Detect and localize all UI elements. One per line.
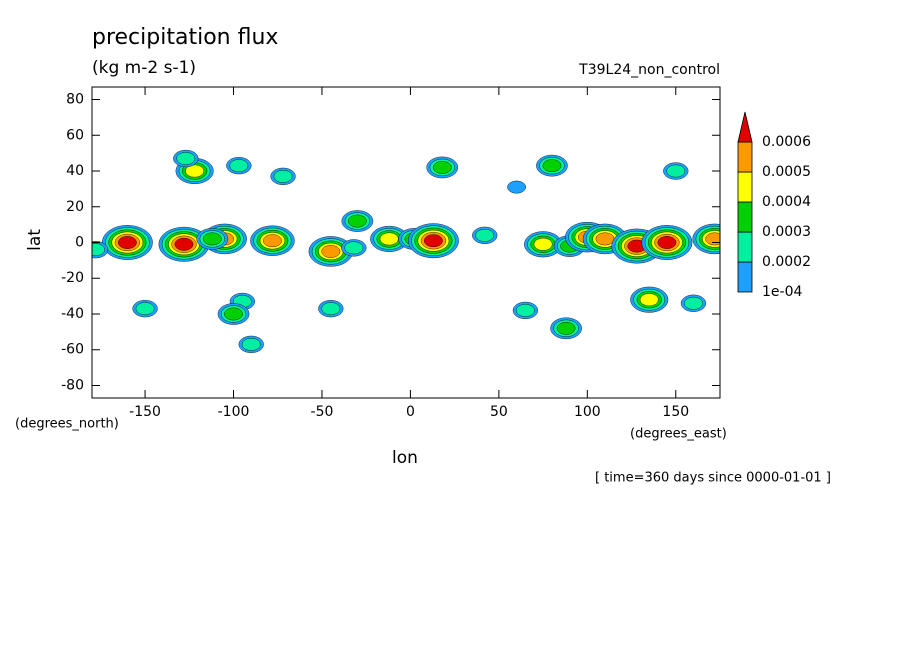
contour-region xyxy=(321,245,341,258)
y-axis-label: lat xyxy=(25,229,45,251)
contour-region xyxy=(507,180,526,194)
contour-region xyxy=(185,164,205,178)
contour-region xyxy=(684,296,703,310)
contour-region xyxy=(516,304,535,317)
x-tick-label: -150 xyxy=(129,404,161,420)
y-tick-label: 0 xyxy=(75,235,84,251)
contour-region xyxy=(202,232,222,246)
colorbar-label: 0.0004 xyxy=(762,194,811,210)
x-tick-label: 150 xyxy=(662,404,689,420)
contour-region xyxy=(432,161,452,174)
colorbar-label: 0.0002 xyxy=(762,254,811,270)
colorbar-label: 0.0005 xyxy=(762,164,811,180)
y-tick-label: -20 xyxy=(61,270,84,286)
contour-region xyxy=(705,232,720,246)
colorbar-segment xyxy=(737,201,753,233)
x-axis-label: lon xyxy=(392,448,418,468)
contour-region xyxy=(344,241,364,255)
contour-region xyxy=(241,337,261,351)
contour-region xyxy=(475,228,495,242)
chart-title: precipitation flux xyxy=(92,25,278,50)
contour-region xyxy=(347,214,367,228)
contour-region xyxy=(229,159,249,173)
contour-region xyxy=(92,243,105,257)
contour-region xyxy=(595,232,615,246)
footnote: [ time=360 days since 0000-01-01 ] xyxy=(595,471,831,486)
x-tick-label: -100 xyxy=(218,404,250,420)
chart-subtitle: (kg m-2 s-1) xyxy=(92,58,196,78)
contour-region xyxy=(321,302,341,316)
colorbar-label: 0.0003 xyxy=(762,224,811,240)
contour-region xyxy=(533,237,553,251)
colorbar-extension xyxy=(737,111,753,143)
contour-region xyxy=(666,164,686,178)
x-tick-label: -50 xyxy=(311,404,334,420)
colorbar-segment xyxy=(737,231,753,263)
x-tick-label: 100 xyxy=(574,404,601,420)
colorbar-segment xyxy=(737,171,753,203)
contour-region xyxy=(224,307,243,321)
contour-region xyxy=(176,152,196,165)
contour-region xyxy=(174,237,194,251)
y-tick-label: 60 xyxy=(66,127,84,143)
run-label: T39L24_non_control xyxy=(578,62,720,78)
contour-region xyxy=(379,232,399,246)
contour-region xyxy=(273,169,293,183)
x-tick-label: 0 xyxy=(406,404,415,420)
contour-field xyxy=(92,149,720,353)
colorbar-segment xyxy=(737,141,753,173)
y-tick-label: -60 xyxy=(61,342,84,358)
contour-region xyxy=(556,321,576,335)
contour-region xyxy=(542,159,562,173)
y-tick-label: 80 xyxy=(66,92,84,108)
contour-region xyxy=(639,293,659,307)
colorbar-label: 1e-04 xyxy=(762,284,802,300)
contour-region xyxy=(135,302,155,316)
y-tick-label: -40 xyxy=(61,306,84,322)
contour-region xyxy=(263,234,282,248)
contour-region xyxy=(424,234,443,248)
contour-region xyxy=(657,236,677,249)
y-tick-label: 20 xyxy=(66,199,84,215)
y-units: (degrees_north) xyxy=(15,417,119,432)
contour-region xyxy=(117,236,137,249)
colorbar-label: 0.0006 xyxy=(762,134,811,150)
x-tick-label: 50 xyxy=(490,404,508,420)
y-tick-label: 40 xyxy=(66,163,84,179)
colorbar-segment xyxy=(737,261,753,293)
x-units: (degrees_east) xyxy=(630,427,727,442)
y-tick-label: -80 xyxy=(61,377,84,393)
